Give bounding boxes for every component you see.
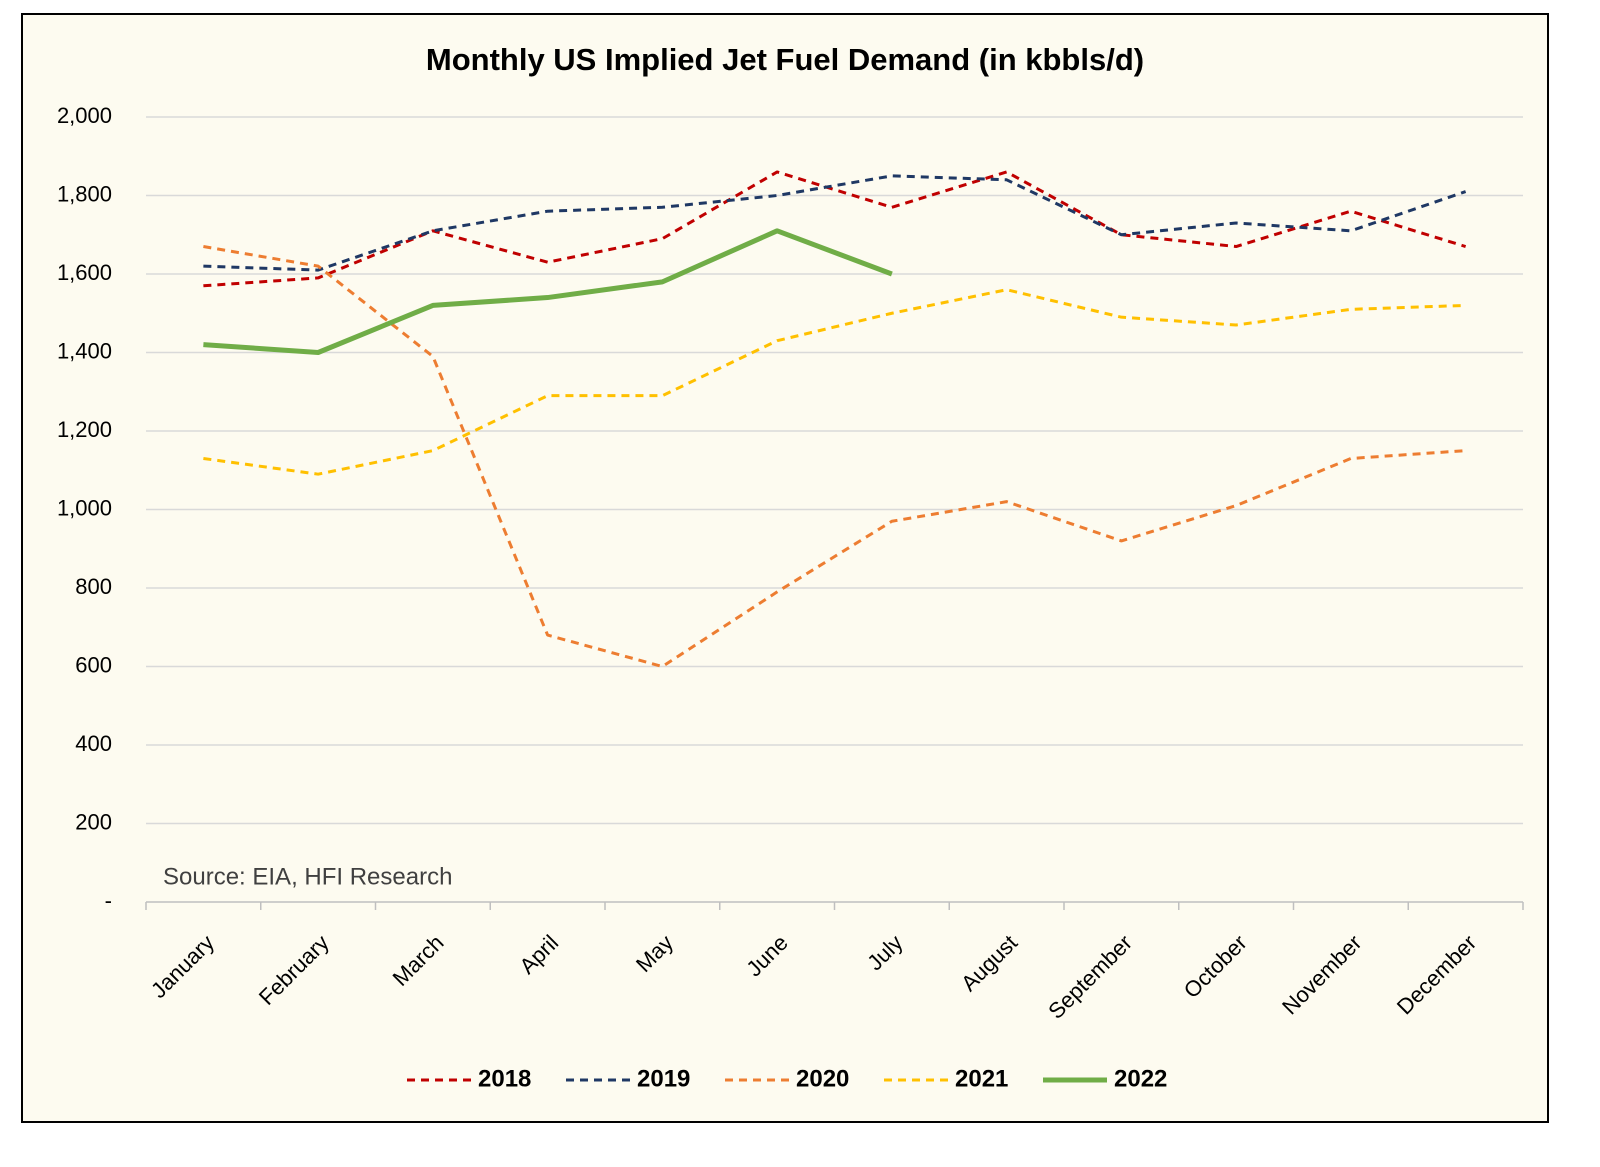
- legend-label: 2019: [637, 1065, 690, 1092]
- y-tick-label: 1,000: [57, 495, 112, 520]
- y-tick-label: 1,400: [57, 338, 112, 363]
- y-tick-label: -: [105, 888, 112, 913]
- y-tick-label: 2,000: [57, 103, 112, 128]
- y-tick-label: 1,800: [57, 181, 112, 206]
- y-tick-label: 1,200: [57, 417, 112, 442]
- y-tick-label: 800: [75, 574, 112, 599]
- chart-title: Monthly US Implied Jet Fuel Demand (in k…: [426, 42, 1144, 77]
- chart-frame: [21, 13, 1549, 1123]
- y-tick-label: 400: [75, 731, 112, 756]
- y-tick-label: 200: [75, 809, 112, 834]
- legend-label: 2021: [955, 1065, 1008, 1092]
- series-line: [203, 228, 893, 355]
- y-tick-label: 1,600: [57, 260, 112, 285]
- legend-label: 2022: [1114, 1065, 1167, 1092]
- y-tick-label: 600: [75, 652, 112, 677]
- legend-label: 2020: [796, 1065, 849, 1092]
- legend-label: 2018: [478, 1065, 531, 1092]
- source-note: Source: EIA, HFI Research: [163, 863, 452, 890]
- series-line: [203, 245, 1466, 668]
- series-line: [203, 174, 1467, 272]
- series-line: [203, 288, 1466, 476]
